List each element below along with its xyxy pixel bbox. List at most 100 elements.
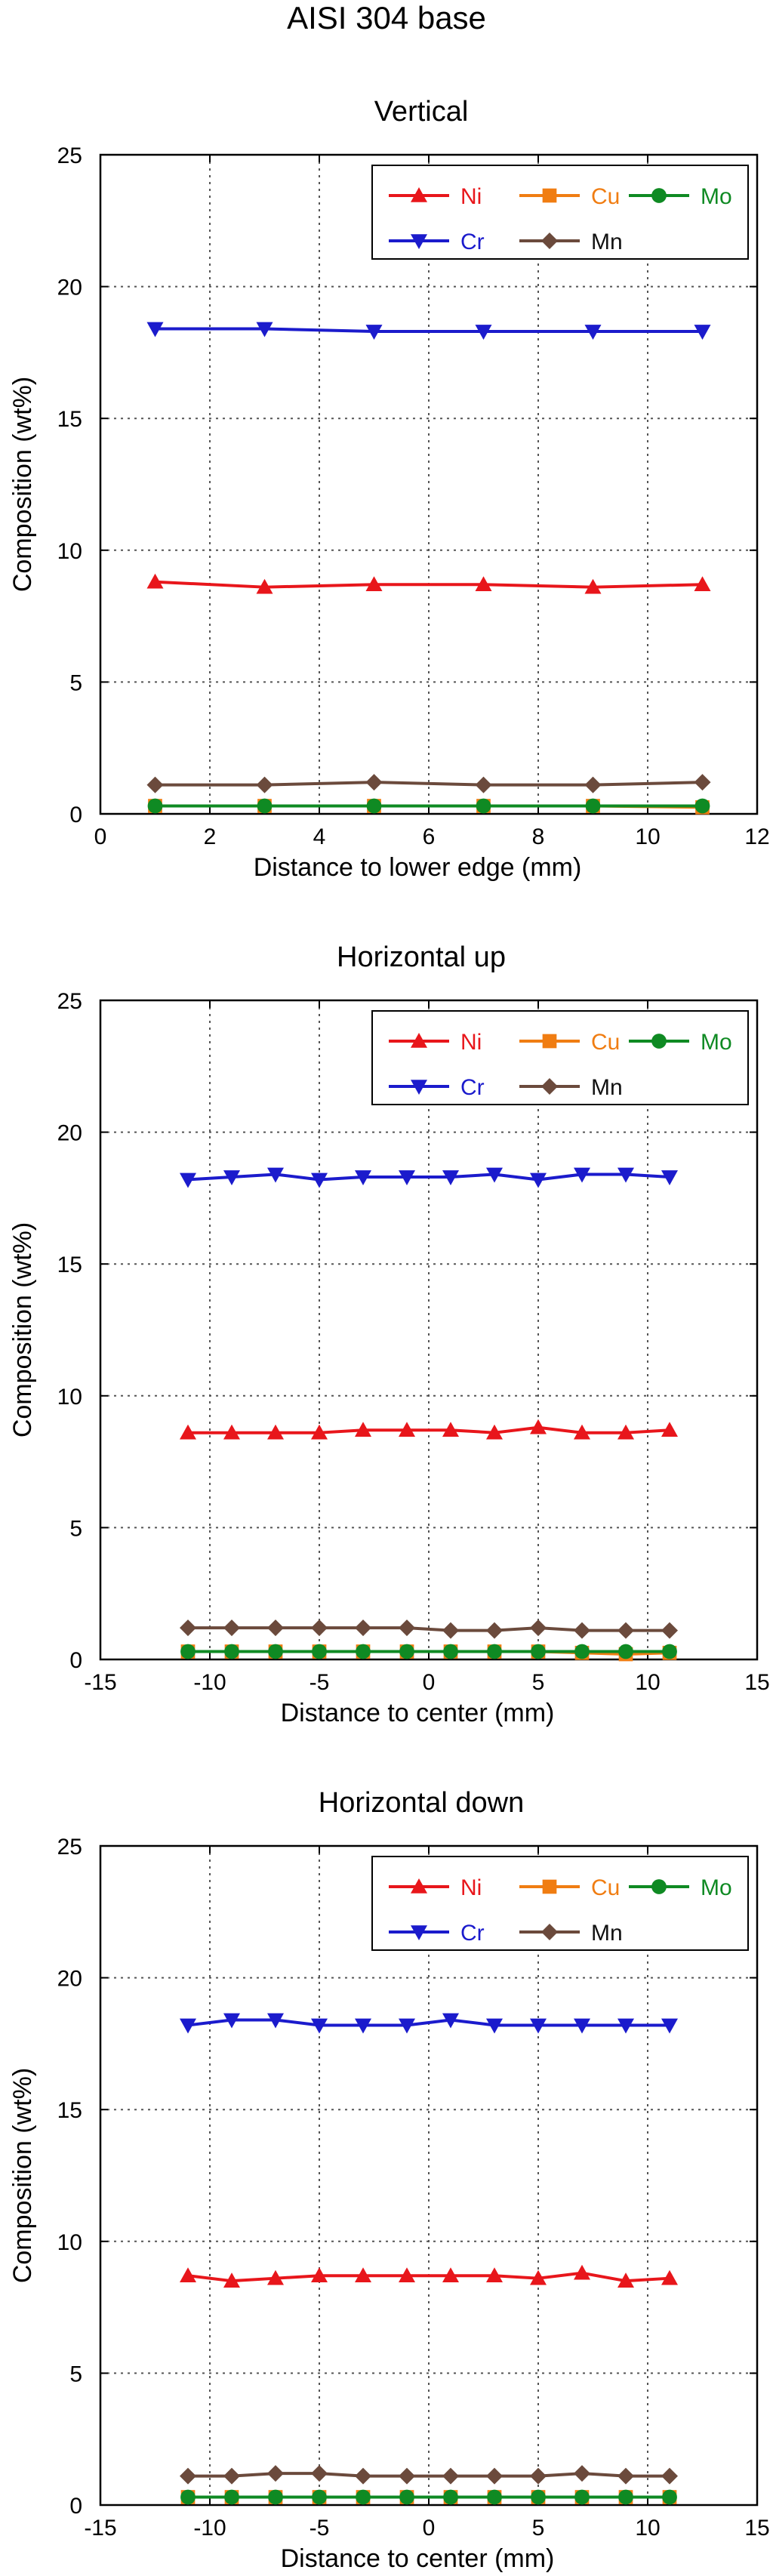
series-line: [188, 1626, 670, 1632]
data-point: [399, 1422, 415, 1437]
data-point: [399, 2267, 415, 2282]
series-line: [155, 781, 703, 787]
data-point: [146, 573, 164, 589]
data-point: [661, 1622, 678, 1639]
charts: Vertical 0 2 4 6 8 10 12 0 5 10 15 20 25 Distance to l…: [8, 96, 770, 2573]
data-point: [223, 1619, 240, 1637]
legend-marker: [542, 1034, 557, 1049]
chart-panel: Horizontal up -15 -10 -5 0 5 10 15 0 5 10 15 20 25 Dis…: [8, 941, 770, 1727]
legend-box: [371, 1010, 749, 1105]
data-point: [223, 1424, 240, 1440]
data-point: [311, 2267, 328, 2282]
data-point: [268, 2489, 283, 2505]
series-line: [155, 327, 703, 333]
data-point: [311, 1172, 328, 1188]
data-point: [618, 1644, 633, 1659]
data-point: [355, 1619, 371, 1637]
y-tick-label: 10: [57, 2230, 82, 2255]
data-point: [617, 1167, 634, 1183]
data-point: [584, 578, 602, 594]
legend-marker: [411, 1878, 427, 1893]
legend-label: Cr: [460, 1921, 485, 1946]
data-point: [256, 322, 273, 337]
data-point: [267, 1167, 284, 1183]
legend-item-cu: Cu: [519, 1030, 620, 1055]
legend-item-cr: Cr: [389, 1921, 485, 1946]
data-point: [617, 2272, 634, 2288]
data-point: [267, 2269, 284, 2285]
series-cr: [146, 322, 711, 340]
series-line: [155, 580, 703, 589]
legend-marker: [541, 233, 558, 249]
data-point: [256, 776, 273, 793]
legend-item-cr: Cr: [389, 230, 485, 254]
legend: Ni Cu Mo Cr Mn: [371, 1856, 749, 1951]
x-tick-label: -15: [84, 2516, 116, 2541]
data-point: [574, 2465, 590, 2482]
data-point: [476, 798, 491, 814]
legend-label: Ni: [460, 1030, 482, 1055]
grid: [100, 1846, 757, 2505]
data-point: [224, 1644, 239, 1659]
series-mn: [180, 1619, 678, 1639]
legend-marker: [651, 1034, 667, 1049]
series-ni: [180, 1419, 678, 1440]
data-point: [399, 2489, 414, 2505]
data-point: [585, 798, 601, 814]
data-point: [224, 2489, 239, 2505]
data-point: [267, 2013, 284, 2029]
data-point: [146, 322, 164, 337]
data-point: [694, 798, 710, 814]
data-point: [442, 1170, 459, 1185]
y-tick-label: 10: [57, 1385, 82, 1410]
data-point: [399, 1644, 414, 1659]
data-point: [180, 2018, 196, 2034]
x-tick-label: 0: [423, 2516, 436, 2541]
x-tick-label: 10: [635, 1670, 660, 1695]
y-axis-label: Composition (wt%): [8, 1222, 37, 1437]
x-tick-label: 5: [532, 1670, 545, 1695]
data-point: [180, 2489, 196, 2505]
y-tick-label: 15: [57, 2098, 82, 2123]
data-point: [661, 2467, 678, 2485]
data-point: [399, 1619, 415, 1637]
data-point: [442, 2013, 459, 2029]
x-axis-label: Distance to center (mm): [281, 1699, 555, 1727]
data-point: [661, 1422, 678, 1437]
legend-item-ni: Ni: [389, 1875, 482, 1900]
x-tick-label: 4: [313, 824, 326, 849]
data-point: [442, 2467, 459, 2485]
legend-marker: [411, 1925, 427, 1940]
data-point: [617, 1424, 634, 1440]
data-point: [365, 576, 383, 591]
data-point: [617, 2018, 634, 2034]
series-ni: [146, 573, 711, 594]
chart-title: Horizontal down: [319, 1787, 524, 1819]
y-tick-label: 10: [57, 539, 82, 564]
legend-item-mn: Mn: [519, 230, 623, 254]
x-tick-label: 0: [423, 1670, 436, 1695]
data-point: [661, 2018, 678, 2034]
data-point: [443, 1644, 458, 1659]
data-point: [574, 1644, 590, 1659]
y-tick-label: 25: [57, 1835, 82, 1860]
legend-marker: [651, 188, 667, 203]
data-point: [486, 1622, 503, 1639]
series-line: [188, 1425, 670, 1434]
data-point: [530, 1619, 547, 1637]
data-point: [257, 798, 273, 814]
legend-label: Cu: [591, 184, 620, 209]
series-mo: [180, 1644, 677, 1659]
data-point: [267, 1424, 284, 1440]
chart-panel: Horizontal down -15 -10 -5 0 5 10 15 0 5 10 15 20 25 D…: [8, 1787, 770, 2573]
legend-label: Mn: [591, 230, 623, 254]
x-tick-label: 0: [94, 824, 107, 849]
chart-title: Vertical: [374, 96, 469, 128]
data-point: [180, 2267, 196, 2282]
x-tick-label: 12: [744, 824, 769, 849]
legend-box: [371, 1856, 749, 1951]
data-point: [256, 578, 273, 594]
data-point: [486, 2267, 503, 2282]
series-mn: [146, 774, 711, 793]
data-point: [223, 1170, 240, 1185]
